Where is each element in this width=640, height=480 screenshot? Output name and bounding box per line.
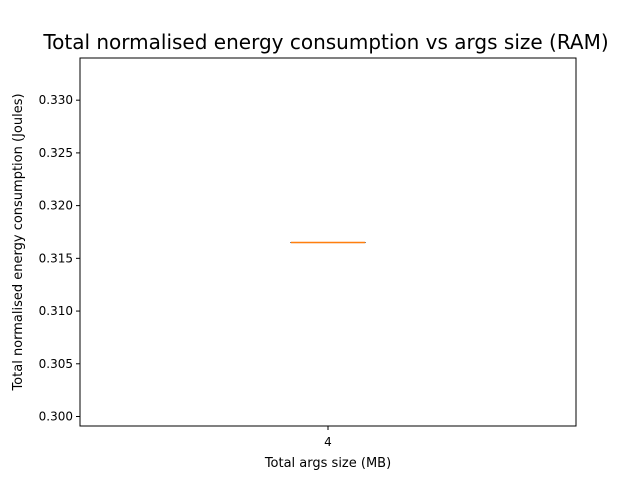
x-axis: 4 <box>324 426 332 449</box>
y-axis: 0.300 0.305 0.310 0.315 0.320 0.325 0.330 <box>39 93 80 424</box>
y-tick-label: 0.320 <box>39 199 73 213</box>
plot-area <box>79 57 577 427</box>
y-tick-label: 0.310 <box>39 304 73 318</box>
y-tick-label: 0.305 <box>39 357 73 371</box>
x-tick-label: 4 <box>324 435 332 449</box>
y-tick-label: 0.330 <box>39 93 73 107</box>
y-axis-label: Total normalised energy consumption (Jou… <box>11 93 26 391</box>
y-tick-label: 0.325 <box>39 146 73 160</box>
chart-title: Total normalised energy consumption vs a… <box>42 30 608 54</box>
y-tick-label: 0.315 <box>39 251 73 265</box>
y-tick-label: 0.300 <box>39 410 73 424</box>
x-axis-label: Total args size (MB) <box>264 456 391 471</box>
